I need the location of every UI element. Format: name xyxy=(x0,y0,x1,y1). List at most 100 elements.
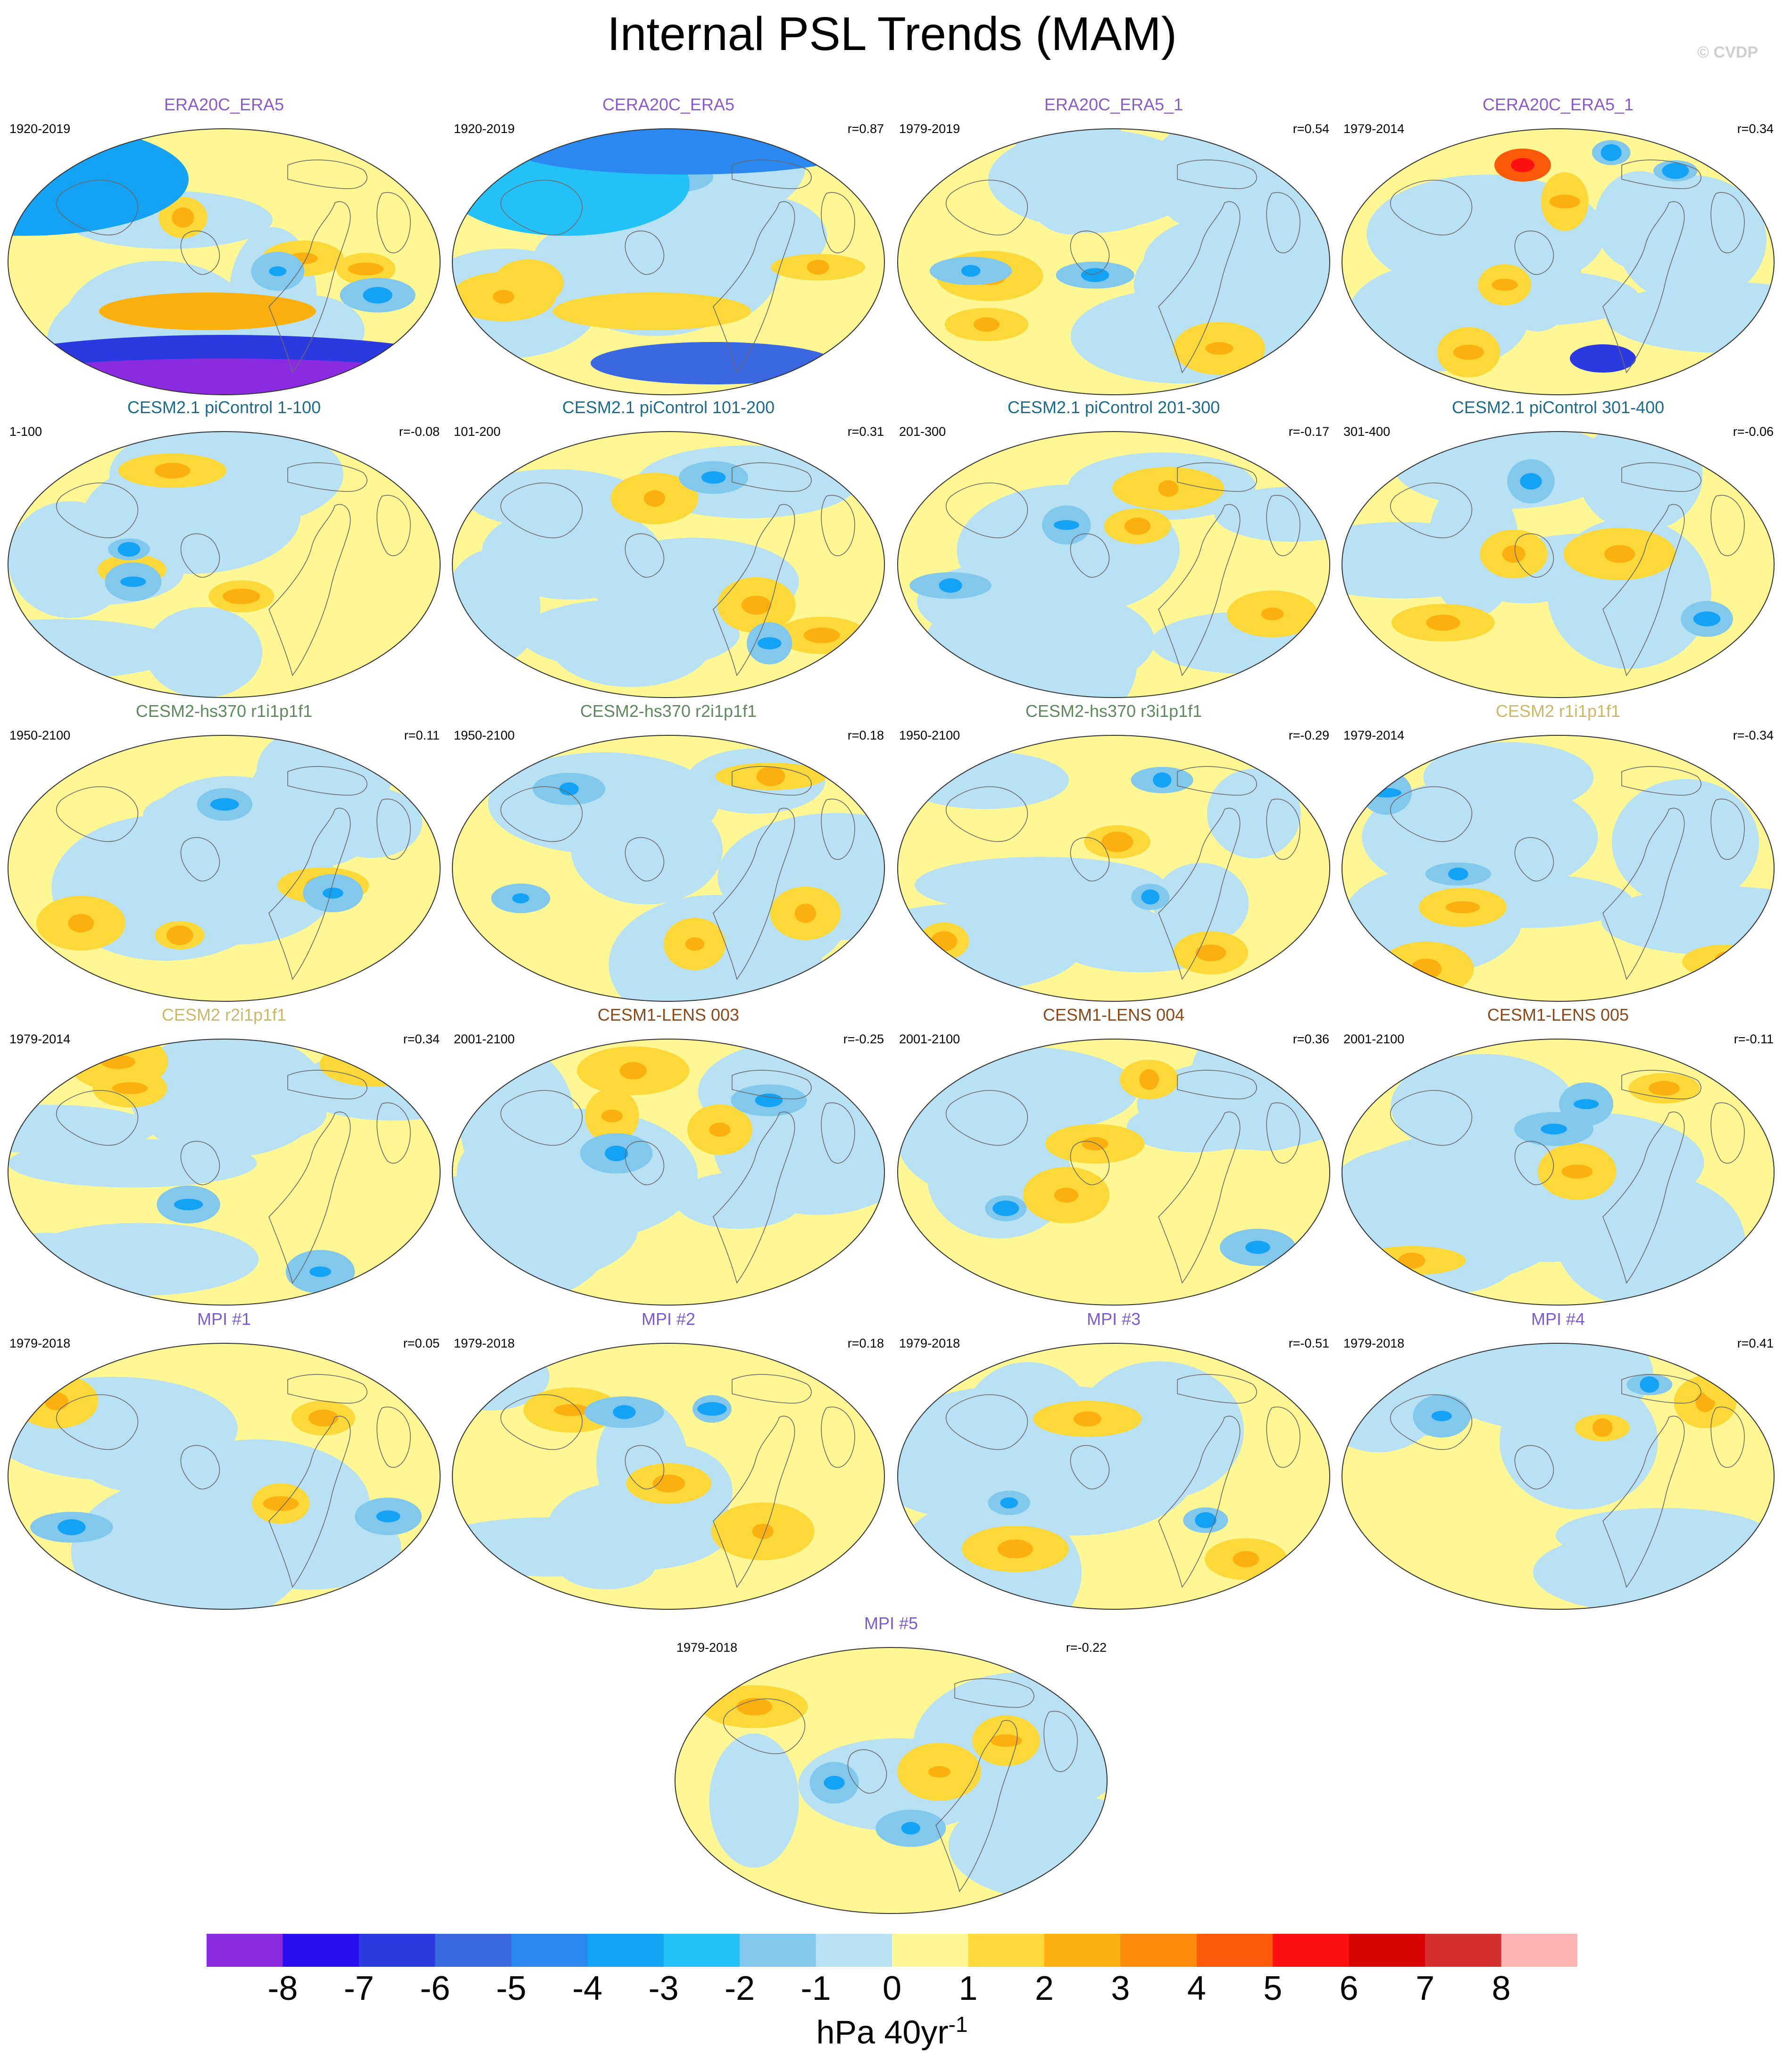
contour-region xyxy=(1410,958,1442,980)
map-panel: ERA20C_ERA5 1920-2019 xyxy=(5,94,443,396)
colorbar-swatch xyxy=(435,1934,512,1967)
coastline xyxy=(821,1406,855,1468)
coastline xyxy=(1514,230,1554,275)
colorbar-swatch xyxy=(587,1934,664,1967)
panel-correlation: r=0.36 xyxy=(1292,1032,1329,1046)
trend-map xyxy=(897,1039,1330,1306)
map-border xyxy=(1342,1039,1775,1306)
contour-region xyxy=(992,1200,1019,1216)
map-panel: MPI #4 1979-2018 r=0.41 xyxy=(1339,1309,1777,1611)
trend-map xyxy=(8,431,441,698)
trend-map xyxy=(897,735,1330,1002)
panel-period: 1979-2014 xyxy=(1343,728,1405,742)
map-border xyxy=(897,128,1330,395)
panel-title: CESM2.1 piControl 301-400 xyxy=(1451,398,1665,417)
coastline xyxy=(1390,1090,1473,1146)
trend-map xyxy=(452,431,885,698)
contour-region xyxy=(973,317,1000,332)
contour-region xyxy=(901,751,1069,809)
panel-title: MPI #2 xyxy=(641,1309,696,1329)
panel-correlation: r=-0.17 xyxy=(1288,424,1329,439)
contour-region xyxy=(1640,1376,1659,1393)
contour-region xyxy=(323,887,343,899)
panel-title: MPI #3 xyxy=(1086,1309,1141,1329)
contour-region xyxy=(757,637,782,649)
contour-region xyxy=(141,821,337,945)
coastline xyxy=(1710,1102,1745,1164)
coastline xyxy=(1602,201,1685,374)
contour-region xyxy=(1024,164,1164,233)
colorbar-tick-label: -3 xyxy=(648,1970,679,2007)
colorbar-tick-label: -4 xyxy=(572,1970,603,2007)
map-border xyxy=(452,735,885,1002)
contour-region xyxy=(119,1478,283,1526)
panel-correlation: r=-0.25 xyxy=(843,1032,884,1046)
map-border xyxy=(1342,735,1775,1002)
contour-region xyxy=(1445,901,1480,914)
contour-region xyxy=(217,1504,401,1590)
contour-region xyxy=(210,798,239,811)
map-border xyxy=(897,1039,1330,1306)
coastline xyxy=(1070,837,1110,882)
panel-period: 1979-2014 xyxy=(1343,122,1405,136)
coastline xyxy=(625,837,665,882)
trend-map xyxy=(1342,1039,1775,1306)
map-border xyxy=(675,1647,1108,1914)
units-text: hPa 40yr xyxy=(816,2014,949,2051)
coastline xyxy=(821,799,855,860)
contour-region xyxy=(99,292,316,330)
map-panel: CESM2 r1i1p1f1 1979-2014 r=-0.34 xyxy=(1339,701,1777,1003)
coastline xyxy=(56,180,139,235)
panel-correlation: r=0.11 xyxy=(404,728,440,742)
panel-period: 2001-2100 xyxy=(1343,1032,1405,1046)
contour-region xyxy=(1427,476,1519,617)
coastline xyxy=(287,1374,367,1404)
contour-region xyxy=(1612,779,1759,907)
panel-title: CESM2.1 piControl 201-300 xyxy=(1007,398,1220,417)
contour-region xyxy=(794,903,817,923)
colorbar-swatch xyxy=(663,1934,740,1967)
contour-region xyxy=(1662,163,1689,179)
contour-region xyxy=(1511,158,1534,172)
panel-correlation: r=0.34 xyxy=(1737,122,1774,136)
contour-region xyxy=(1028,595,1138,698)
contour-region xyxy=(1492,278,1518,291)
coastline xyxy=(1710,1406,1745,1468)
contour-region xyxy=(8,358,440,395)
map-panel: CESM2 r2i1p1f1 1979-2014 r=0.34 xyxy=(5,1005,443,1306)
map-border xyxy=(8,1039,441,1306)
panel-period: 1-100 xyxy=(9,424,42,439)
contour-region xyxy=(961,265,981,277)
contour-region xyxy=(1520,473,1542,490)
contour-region xyxy=(1398,1252,1426,1269)
contour-region xyxy=(641,180,784,325)
contour-region xyxy=(571,795,723,905)
map-border xyxy=(452,1039,885,1306)
map-border xyxy=(897,1343,1330,1610)
trend-map xyxy=(897,128,1330,395)
coastline xyxy=(713,807,795,980)
contour-region xyxy=(1712,1366,1744,1383)
coastline xyxy=(500,483,583,538)
map-panel: MPI #3 1979-2018 r=-0.51 xyxy=(894,1309,1333,1611)
map-border xyxy=(452,1343,885,1610)
panel-title: CESM2 r2i1p1f1 xyxy=(161,1005,287,1024)
coastline xyxy=(180,230,220,275)
colorbar-swatch xyxy=(207,1934,283,1967)
trend-map xyxy=(452,1343,885,1610)
colorbar-tick-label: -7 xyxy=(343,1970,374,2007)
contour-region xyxy=(87,1390,174,1447)
trend-map xyxy=(1342,431,1775,698)
contour-region xyxy=(605,1145,628,1161)
panel-title: CESM2-hs370 r2i1p1f1 xyxy=(580,701,757,721)
coastline xyxy=(732,1070,812,1099)
coastline xyxy=(1158,201,1241,374)
coastline xyxy=(732,766,812,796)
coastline xyxy=(1514,533,1554,578)
map-border xyxy=(8,1343,441,1610)
coastline xyxy=(500,1394,583,1450)
panel-period: 1979-2018 xyxy=(1343,1336,1405,1350)
contour-region xyxy=(1502,545,1526,563)
map-border xyxy=(1342,128,1775,395)
contour-region xyxy=(1592,1418,1613,1437)
